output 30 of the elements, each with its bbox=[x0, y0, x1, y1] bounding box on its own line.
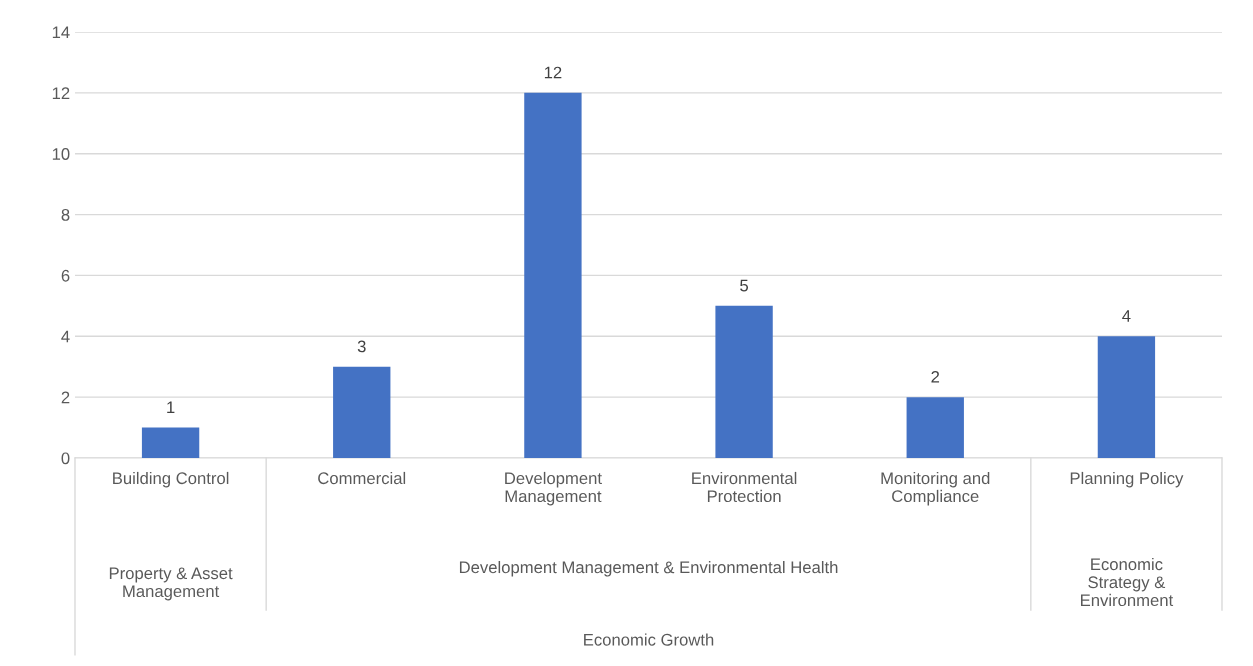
bar bbox=[333, 366, 391, 458]
y-tick-label: 12 bbox=[52, 87, 70, 99]
data-label: 2 bbox=[931, 370, 940, 383]
y-tick-label: 8 bbox=[61, 208, 70, 221]
data-label: 4 bbox=[1122, 310, 1131, 322]
x-tick-label: Monitoring and Compliance bbox=[881, 471, 990, 506]
data-label: 1 bbox=[167, 401, 175, 413]
text: Property & Asset Management bbox=[109, 567, 233, 601]
x-tick-label: Building Control bbox=[113, 471, 229, 488]
bar bbox=[524, 92, 582, 458]
text: Development Management & Environmental Health bbox=[459, 560, 838, 577]
y-tick-label: 4 bbox=[61, 330, 70, 343]
bar bbox=[715, 305, 773, 458]
data-label: 3 bbox=[357, 340, 366, 353]
y-tick-label: 10 bbox=[52, 148, 70, 160]
y-tick-label: 0 bbox=[61, 452, 70, 465]
text: Economic Growth bbox=[584, 633, 714, 646]
y-tick-label: 14 bbox=[52, 26, 70, 39]
x-tick-label: Planning Policy bbox=[1070, 471, 1184, 488]
x-tick-label: Development Management bbox=[505, 471, 602, 506]
text: Economic Strategy & Environment bbox=[1081, 557, 1174, 607]
y-tick-label: 6 bbox=[61, 269, 70, 282]
data-label: 5 bbox=[740, 279, 749, 292]
data-label: 12 bbox=[544, 66, 562, 79]
bar bbox=[1097, 336, 1156, 458]
bar bbox=[906, 397, 964, 458]
x-tick-label: Commercial bbox=[318, 471, 406, 485]
bar bbox=[141, 427, 200, 458]
y-tick-label: 2 bbox=[61, 391, 70, 404]
x-tick-label: Environmental Protection bbox=[692, 471, 797, 503]
